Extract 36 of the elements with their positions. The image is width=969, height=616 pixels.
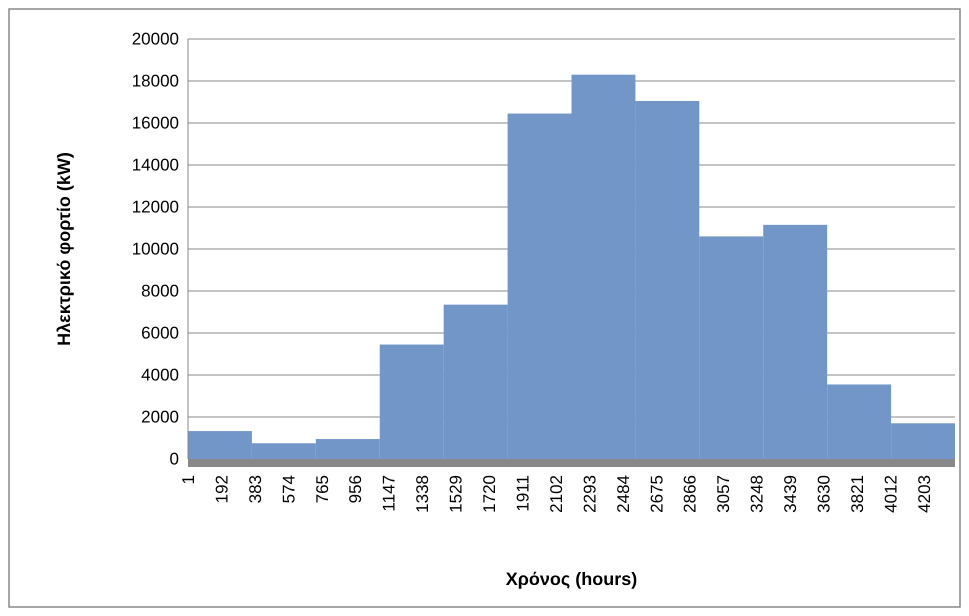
y-tick-label: 12000	[132, 197, 179, 216]
x-tick-label: 192	[212, 475, 232, 504]
x-tick-label: 3057	[714, 475, 734, 513]
x-tick-label: 1720	[480, 475, 500, 513]
y-tick-label: 2000	[141, 407, 179, 426]
x-tick-label: 2102	[546, 475, 566, 513]
y-tick-label: 10000	[132, 239, 179, 258]
y-tick-label: 6000	[141, 323, 179, 342]
y-tick-label: 18000	[132, 71, 179, 90]
x-tick-label: 3630	[814, 475, 834, 513]
y-axis-title: Ηλεκτρικό φορτίο (kW)	[54, 152, 74, 346]
x-tick-label: 1147	[380, 475, 399, 512]
y-tick-label: 4000	[141, 365, 179, 384]
x-tick-label: 383	[246, 475, 265, 504]
x-tick-label: 1338	[413, 475, 432, 513]
x-axis-title: Χρόνος (hours)	[506, 569, 638, 589]
x-tick-label: 956	[346, 475, 366, 504]
y-tick-label: 8000	[141, 281, 179, 300]
x-tick-label: 2484	[614, 475, 633, 513]
x-tick-label: 1	[179, 475, 198, 484]
y-tick-label: 20000	[132, 29, 179, 48]
y-tick-label: 0	[170, 449, 179, 468]
x-tick-label: 4012	[881, 475, 900, 513]
x-tick-label: 574	[279, 475, 298, 504]
x-tick-label: 765	[312, 475, 332, 504]
x-tick-label: 4203	[914, 475, 934, 513]
x-tick-label: 3248	[748, 475, 767, 513]
y-tick-label: 14000	[132, 155, 179, 174]
y-tick-label: 16000	[132, 113, 179, 132]
x-tick-label: 3821	[848, 475, 867, 513]
x-tick-label: 3439	[781, 475, 800, 513]
x-tick-label: 1911	[513, 475, 532, 512]
x-tick-label: 2293	[580, 475, 600, 513]
x-tick-label: 1529	[446, 475, 466, 513]
x-tick-label: 2675	[647, 475, 666, 513]
x-tick-label: 2866	[680, 475, 700, 513]
